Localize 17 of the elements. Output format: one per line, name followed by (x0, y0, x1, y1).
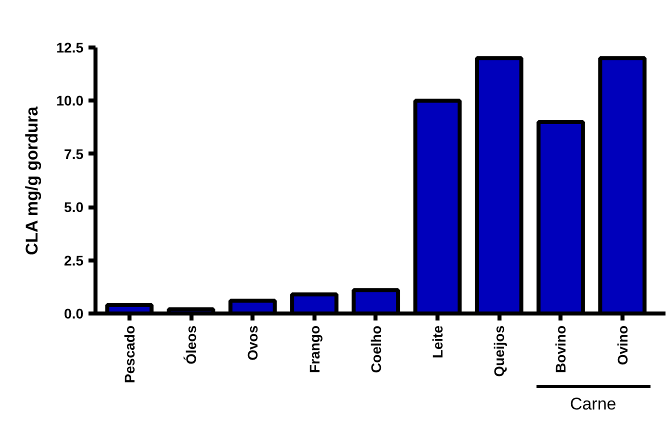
x-tick-label: Queijos (491, 325, 508, 377)
x-tick-label: Frango (306, 325, 322, 373)
y-tick-label: 10.0 (56, 92, 84, 109)
x-tick-label: Coelho (368, 325, 384, 373)
x-tick-label: Leite (430, 325, 446, 358)
y-tick-label: 5.0 (64, 199, 84, 216)
text: Carne (570, 394, 616, 414)
x-tick-label: Óleos (183, 325, 200, 364)
x-tick-label: Ovos (244, 325, 261, 361)
y-tick-label: 7.5 (64, 146, 84, 162)
x-tick-label: Bovino (552, 325, 569, 373)
y-tick-label: 12.5 (56, 40, 84, 56)
x-tick-label: Pescado (121, 325, 138, 384)
y-tick-label: 0.0 (64, 306, 84, 322)
x-tick-label: Ovino (614, 325, 630, 366)
y-tick-label: 2.5 (64, 252, 84, 268)
y-axis-title: CLA mg/g gordura (22, 106, 42, 256)
